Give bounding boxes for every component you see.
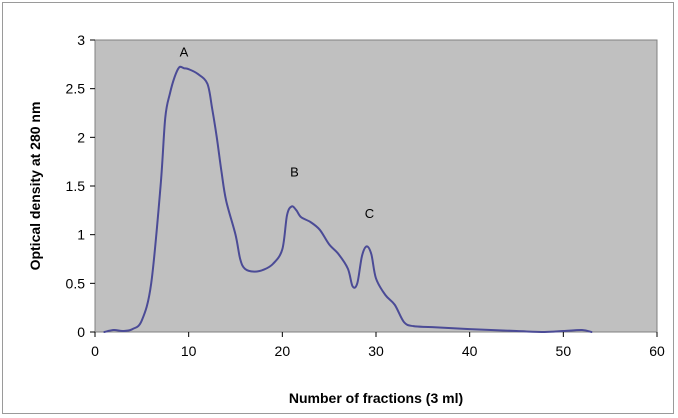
x-tick-label: 50 (556, 343, 572, 359)
y-tick-label: 0.5 (66, 275, 86, 291)
peak-label-c: C (365, 206, 374, 221)
y-tick-label: 0 (77, 324, 85, 340)
x-tick-label: 30 (368, 343, 384, 359)
y-tick-label: 1 (77, 227, 85, 243)
x-tick-label: 40 (462, 343, 478, 359)
y-tick-label: 2 (77, 129, 85, 145)
peak-label-a: A (180, 45, 189, 60)
peak-annotations: A B C (180, 45, 374, 222)
series-line (103, 65, 593, 333)
y-tick-label: 3 (77, 32, 85, 48)
x-axis-title: Number of fractions (3 ml) (289, 390, 463, 406)
x-tick-label: 0 (91, 343, 99, 359)
plot-area (94, 39, 658, 333)
peak-label-b: B (290, 164, 299, 179)
axis-ticks: 0 10 20 30 40 50 60 0 0.5 1 1.5 2 2.5 3 (66, 32, 665, 359)
y-tick-label: 2.5 (66, 81, 86, 97)
x-tick-label: 60 (649, 343, 665, 359)
y-axis-title: Optical density at 280 nm (27, 102, 43, 271)
x-tick-label: 10 (181, 343, 197, 359)
y-tick-label: 1.5 (66, 178, 86, 194)
x-tick-label: 20 (275, 343, 291, 359)
